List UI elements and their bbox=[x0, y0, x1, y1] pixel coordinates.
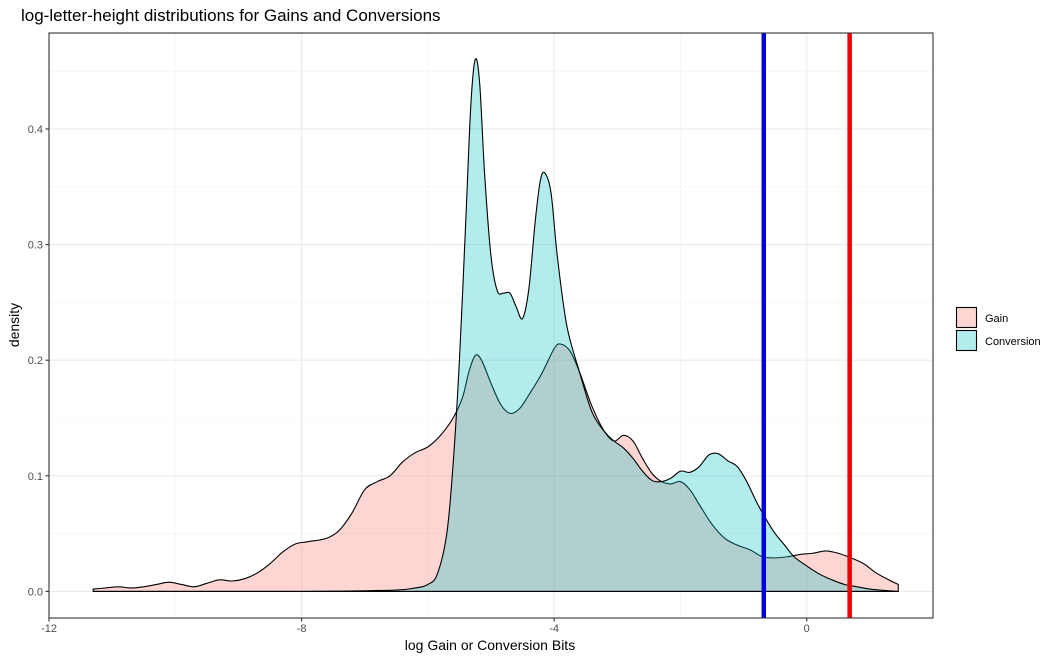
legend-label: Conversion bbox=[985, 336, 1041, 348]
density-area-gain bbox=[92, 343, 899, 592]
legend-key-conversion bbox=[955, 329, 978, 352]
x-axis-title: log Gain or Conversion Bits bbox=[405, 637, 575, 653]
y-tick-label: 0.3 bbox=[28, 240, 43, 252]
y-tick-label: 0.1 bbox=[28, 471, 43, 483]
plot-background bbox=[49, 33, 933, 618]
axes: -12 -8 -4 0 0.0 0.1 0.2 0.3 0.4 bbox=[28, 32, 934, 635]
legend-key-bg bbox=[956, 307, 976, 327]
density-area-conversion bbox=[92, 58, 899, 593]
chart-title: log-letter-height distributions for Gain… bbox=[21, 6, 441, 25]
legend-key-gain bbox=[955, 306, 978, 329]
legend: Gain Conversion bbox=[955, 306, 1041, 352]
legend-label: Gain bbox=[985, 313, 1008, 325]
x-tick-label: -4 bbox=[549, 623, 559, 635]
x-tick-label: 0 bbox=[804, 623, 810, 635]
y-tick-label: 0.0 bbox=[28, 586, 43, 598]
legend-key-bg bbox=[956, 330, 976, 350]
panel-border bbox=[48, 32, 934, 619]
y-axis-title: density bbox=[6, 303, 22, 347]
y-tick-label: 0.2 bbox=[28, 355, 43, 367]
y-tick-label: 0.4 bbox=[28, 124, 43, 136]
plot-area bbox=[48, 33, 933, 618]
x-tick-label: -12 bbox=[41, 623, 57, 635]
x-tick-label: -8 bbox=[297, 623, 307, 635]
